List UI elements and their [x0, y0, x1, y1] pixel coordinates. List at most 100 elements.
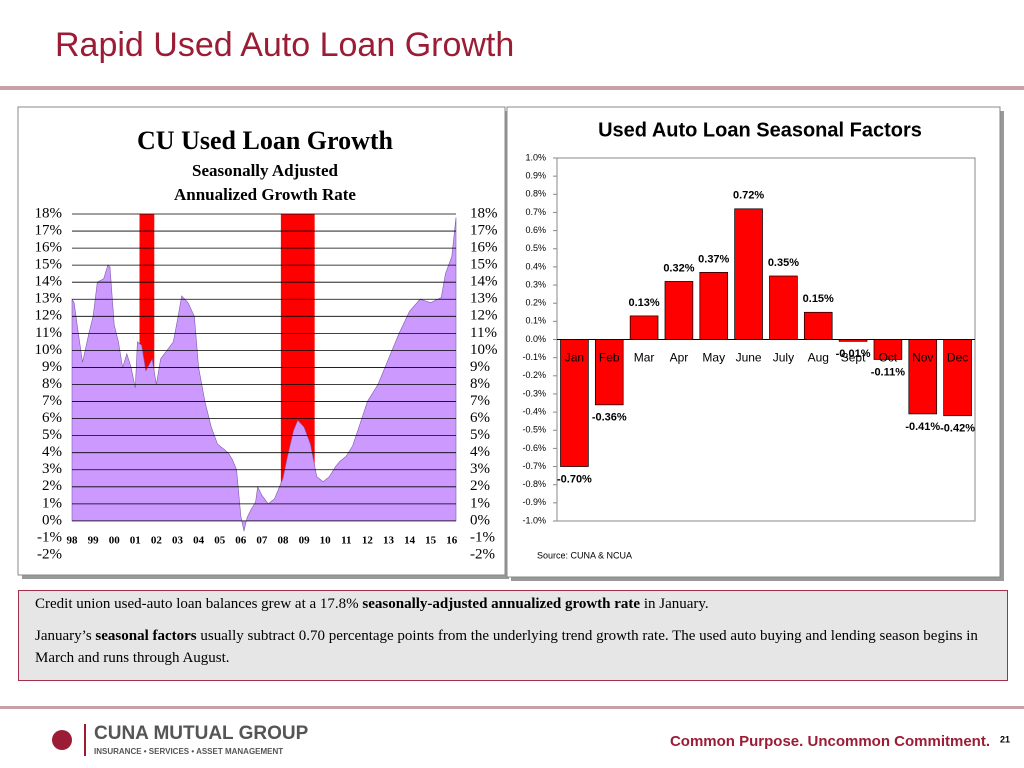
y-tick-label: 5%: [42, 427, 62, 443]
y-tick-label: 0.6%: [525, 225, 546, 235]
text-run: Credit union used-auto loan balances gre…: [35, 596, 363, 612]
y-tick-label: 0.2%: [525, 298, 546, 308]
text-box: Credit union used-auto loan balances gre…: [18, 590, 1008, 681]
x-tick-label: Nov: [912, 351, 933, 365]
y2-tick-label: 8%: [470, 376, 490, 392]
bar: [560, 339, 589, 467]
y2-tick-label: 13%: [470, 291, 498, 307]
value-label: 0.35%: [768, 257, 799, 269]
y2-tick-label: 0%: [470, 512, 490, 528]
y-tick-label: 15%: [35, 257, 63, 273]
rule: [0, 706, 1024, 709]
x-tick-label: 12: [362, 535, 374, 547]
value-label: 0.13%: [628, 297, 659, 309]
chart-subtitle: Seasonally Adjusted: [192, 161, 338, 180]
x-tick-label: 99: [88, 535, 100, 547]
x-tick-label: Oct: [879, 351, 898, 365]
x-tick-label: 08: [277, 535, 289, 547]
bar: [803, 311, 833, 340]
logo-divider: [84, 724, 86, 756]
slide-title: Rapid Used Auto Loan Growth: [55, 26, 514, 64]
tagline: INSURANCE • SERVICES • ASSET MANAGEMENT: [94, 747, 283, 756]
y-tick-label: -0.7%: [522, 461, 546, 471]
value-label: 0.72%: [733, 190, 764, 202]
text-run: in January.: [640, 596, 709, 612]
y-tick-label: 8%: [42, 376, 62, 392]
x-tick-label: Mar: [634, 351, 655, 365]
x-tick-label: Sept: [841, 351, 866, 365]
y-tick-label: 0.8%: [525, 189, 546, 199]
y-tick-label: 0%: [42, 512, 62, 528]
y2-tick-label: 10%: [470, 342, 498, 358]
y-tick-label: 12%: [35, 308, 63, 324]
x-tick-label: 05: [214, 535, 226, 547]
y-tick-label: -0.6%: [522, 443, 546, 453]
text-run: seasonal factors: [95, 628, 197, 644]
y-tick-label: 1.0%: [525, 152, 546, 162]
value-label: 0.32%: [663, 262, 694, 274]
y-tick-label: -0.9%: [522, 497, 546, 507]
bar: [664, 281, 694, 340]
y-tick-label: 0.3%: [525, 279, 546, 289]
y2-tick-label: 17%: [470, 222, 498, 238]
y2-tick-label: 3%: [470, 461, 490, 477]
y-tick-label: 0.0%: [525, 334, 546, 344]
y-tick-label: 6%: [42, 410, 62, 426]
bar: [908, 339, 938, 415]
x-tick-label: 00: [109, 535, 121, 547]
y2-tick-label: 5%: [470, 427, 490, 443]
y-tick-label: -0.8%: [522, 479, 546, 489]
y2-tick-label: 6%: [470, 410, 490, 426]
rule: [0, 86, 1024, 90]
value-label: -0.11%: [871, 366, 905, 378]
y2-tick-label: 14%: [470, 274, 498, 290]
bar: [594, 339, 624, 406]
paragraph: Credit union used-auto loan balances gre…: [35, 593, 991, 615]
paragraph: January’s seasonal factors usually subtr…: [35, 625, 991, 669]
slogan: Common Purpose. Uncommon Commitment.: [670, 733, 990, 750]
x-tick-label: 16: [446, 535, 458, 547]
y2-tick-label: 4%: [470, 444, 490, 460]
y-tick-label: 0.9%: [525, 171, 546, 181]
bar: [699, 271, 729, 340]
x-tick-label: 03: [172, 535, 184, 547]
text-run: usually subtract 0.70 percentage points …: [35, 628, 978, 666]
y-tick-label: 17%: [35, 222, 63, 238]
y-tick-label: 16%: [35, 240, 63, 256]
y-tick-label: 2%: [42, 478, 62, 494]
chart-title: CU Used Loan Growth: [137, 126, 393, 155]
x-tick-label: 13: [383, 535, 395, 547]
y-tick-label: 18%: [35, 205, 63, 221]
value-label: -0.41%: [905, 421, 940, 433]
x-tick-label: July: [773, 351, 794, 365]
y-tick-label: 7%: [42, 393, 62, 409]
y2-tick-label: 7%: [470, 393, 490, 409]
text-run: January’s: [35, 628, 96, 644]
y-tick-label: 4%: [42, 444, 62, 460]
chart-subtitle: Annualized Growth Rate: [174, 185, 356, 204]
value-label: -0.70%: [557, 473, 592, 485]
x-tick-label: Feb: [599, 351, 620, 365]
y-tick-label: 11%: [35, 325, 62, 341]
y-tick-label: 0.1%: [525, 316, 546, 326]
x-tick-label: Aug: [808, 351, 829, 365]
y-tick-label: -2%: [37, 546, 62, 562]
x-tick-label: Apr: [670, 351, 689, 365]
y-tick-label: -0.3%: [522, 388, 546, 398]
y2-tick-label: 11%: [470, 325, 497, 341]
x-tick-label: 01: [130, 535, 141, 547]
bar: [734, 208, 763, 340]
x-tick-label: 11: [341, 535, 351, 547]
x-tick-label: May: [702, 351, 725, 365]
y2-tick-label: 2%: [470, 478, 490, 494]
y2-tick-label: 12%: [470, 308, 498, 324]
x-tick-label: 98: [67, 535, 79, 547]
y-tick-label: 9%: [42, 359, 62, 375]
x-tick-label: 15: [425, 535, 437, 547]
y-tick-label: 13%: [35, 291, 63, 307]
y-tick-label: 10%: [35, 342, 63, 358]
x-tick-label: 14: [404, 535, 416, 547]
bar: [943, 339, 972, 417]
x-tick-label: 07: [256, 535, 268, 547]
